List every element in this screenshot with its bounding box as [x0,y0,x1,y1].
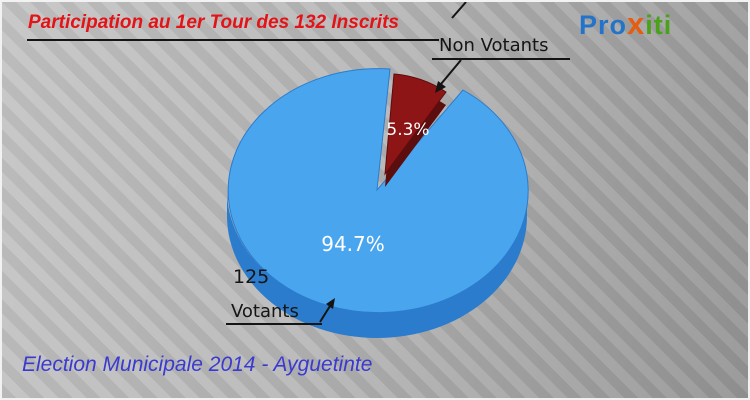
non-votants-underline [432,58,570,60]
non-votants-arrow-line [440,59,462,85]
non-votants-percent: 5.3% [386,120,430,140]
proxiti-logo[interactable]: Proxiti [579,6,672,42]
votants-count: 125 [233,266,270,288]
title-underline [27,39,439,41]
votants-slice [227,68,529,314]
logo-text-iti: iti [645,10,673,40]
non-votants-arrowhead [435,81,446,93]
leader-line-top [451,2,467,19]
non-votants-slice [384,73,447,176]
votants-percent: 94.7% [321,232,385,256]
votants-arrowhead [326,298,335,309]
votants-arrow-line [319,305,331,323]
footer-title: Election Municipale 2014 - Ayguetinte [22,353,373,376]
logo-text-x: x [627,6,646,41]
logo-text-pro: Pro [579,10,628,40]
votants-underline [226,323,322,325]
non-votants-label: Non Votants [439,35,549,56]
chart-title: Participation au 1er Tour des 132 Inscri… [28,12,399,33]
votants-label: Votants [231,301,299,322]
pie-rim [227,190,527,338]
